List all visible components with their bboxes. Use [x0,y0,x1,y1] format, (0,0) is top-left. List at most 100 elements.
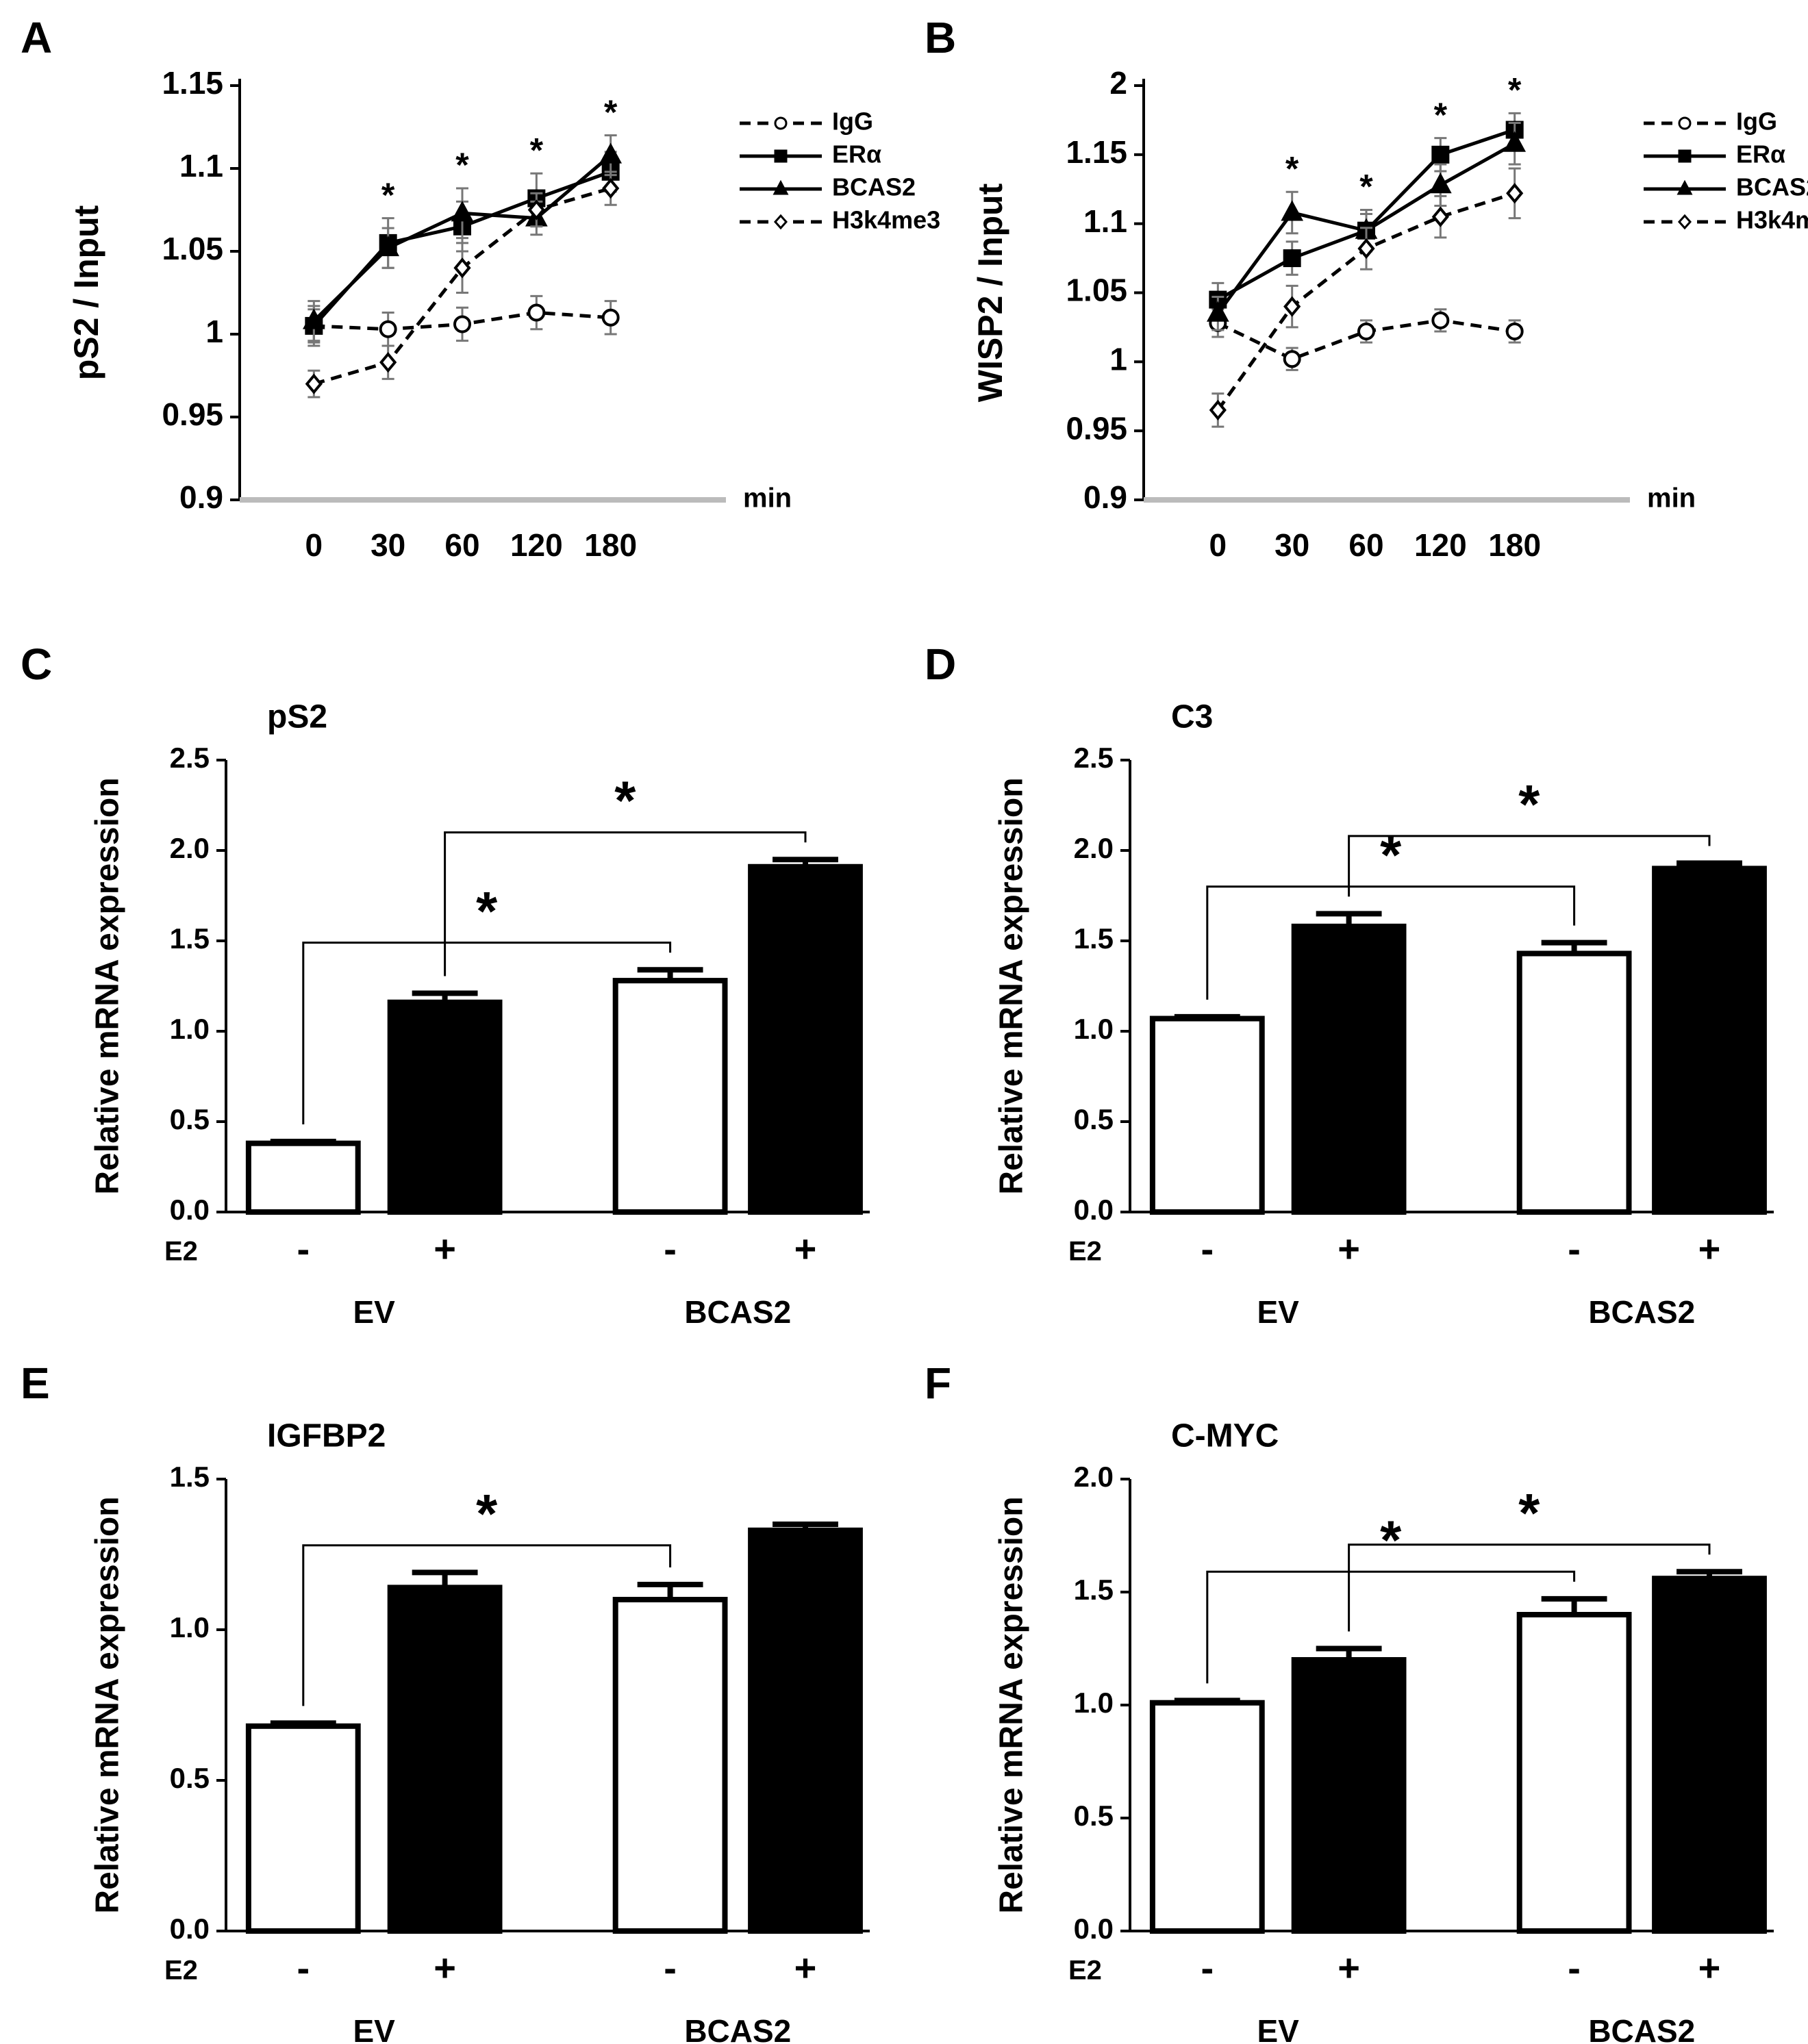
significance-star: * [455,146,469,184]
x-tick-label: 30 [1275,527,1309,563]
marker [379,352,397,373]
marker [1209,399,1227,421]
significance-star: * [1380,824,1402,885]
marker [1429,173,1452,194]
legend-marker [1678,149,1692,163]
legend-label: BCAS2 [1736,173,1808,201]
marker [302,308,325,329]
marker [599,142,623,164]
x-axis-label: min [743,483,792,514]
x-tick-label: 60 [444,527,479,563]
significance-star: * [530,131,544,169]
bar [1652,1576,1767,1934]
significance-star: * [381,176,395,214]
panel-title: IGFBP2 [267,1418,386,1454]
bar [748,863,863,1215]
marker [1357,322,1375,340]
y-tick-label: 1.1 [179,148,223,184]
bar [748,1527,863,1934]
marker [527,303,546,322]
group-label: BCAS2 [1588,2013,1695,2044]
marker [1283,350,1301,368]
factor-label: E2 [1068,1237,1102,1267]
y-axis-label: Relative mRNA expression [994,777,1030,1194]
panel-title: C3 [1171,699,1213,735]
significance-star: * [604,93,618,131]
panel-title: pS2 [267,699,327,735]
bar [1516,950,1632,1215]
group-label: EV [353,1294,396,1330]
legend-label: IgG [1736,108,1777,136]
y-tick-label: 1.1 [1083,203,1127,239]
y-tick-label: 0.5 [170,1762,210,1794]
x-tick-label: + [1338,1227,1360,1270]
bar [1291,1657,1407,1934]
y-tick-label: 2.5 [170,742,210,774]
y-tick-label: 1.0 [1074,1687,1114,1719]
panel-letter: D [925,640,956,689]
x-tick-label: - [1201,1946,1214,1989]
y-tick-label: 2 [1109,65,1127,101]
group-label: BCAS2 [684,1294,791,1330]
bar [387,999,503,1215]
x-tick-label: + [1698,1227,1721,1270]
y-tick-label: 0.0 [1074,1913,1114,1945]
y-tick-label: 1.5 [170,922,210,955]
bar [1291,923,1407,1215]
legend-label: H3k4me3 [1736,206,1808,234]
legend-label: BCAS2 [832,173,916,201]
panel-letter: F [925,1359,951,1408]
x-tick-label: 180 [1488,527,1541,563]
factor-label: E2 [164,1237,198,1267]
y-tick-label: 0.5 [170,1103,210,1135]
legend-label: IgG [832,108,873,136]
marker [601,308,620,327]
significance-bracket [1348,1543,1711,1632]
bar [1652,866,1767,1215]
significance-star: * [1518,1482,1540,1543]
significance-star: * [1285,149,1299,188]
bar [245,1723,361,1934]
x-tick-label: 30 [371,527,405,563]
significance-star: * [1518,774,1540,835]
panel-title: C-MYC [1171,1418,1279,1454]
x-axis-label: min [1647,483,1696,514]
marker [453,257,471,279]
y-tick-label: 1.0 [1074,1013,1114,1045]
marker [1431,206,1449,227]
marker [379,320,397,338]
x-tick-label: - [1568,1946,1581,1989]
x-tick-label: 60 [1348,527,1383,563]
legend-marker [1677,179,1693,195]
legend-label: H3k4me3 [832,206,940,234]
significance-star: * [1508,71,1522,110]
significance-star: * [1434,96,1448,134]
group-label: EV [1257,2013,1300,2044]
y-tick-label: 2.0 [1074,832,1114,864]
panel-letter: C [21,640,52,689]
y-tick-label: 1.05 [1066,273,1127,308]
bar [1516,1612,1632,1934]
group-label: BCAS2 [1588,1294,1695,1330]
group-label: BCAS2 [684,2013,791,2044]
x-tick-label: 0 [1209,527,1227,563]
marker [377,235,400,257]
marker [1503,131,1527,152]
panel-letter: E [21,1359,50,1408]
marker [1506,183,1524,204]
x-tick-label: 120 [1414,527,1467,563]
y-tick-label: 0.0 [170,1913,210,1945]
y-axis-label: Relative mRNA expression [90,1496,126,1913]
y-axis-label: WISP2 / Input [971,183,1009,402]
significance-star: * [1359,168,1373,206]
y-tick-label: 0.5 [1074,1103,1114,1135]
marker [1283,249,1301,268]
y-tick-label: 2.0 [170,832,210,864]
y-tick-label: 2.5 [1074,742,1114,774]
significance-bracket [1206,1570,1576,1684]
bar [1149,1015,1265,1215]
marker [1206,301,1229,322]
marker [527,199,545,220]
x-tick-label: - [297,1227,310,1270]
